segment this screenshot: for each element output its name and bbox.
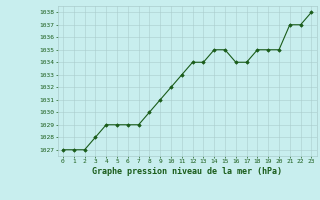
- X-axis label: Graphe pression niveau de la mer (hPa): Graphe pression niveau de la mer (hPa): [92, 167, 282, 176]
